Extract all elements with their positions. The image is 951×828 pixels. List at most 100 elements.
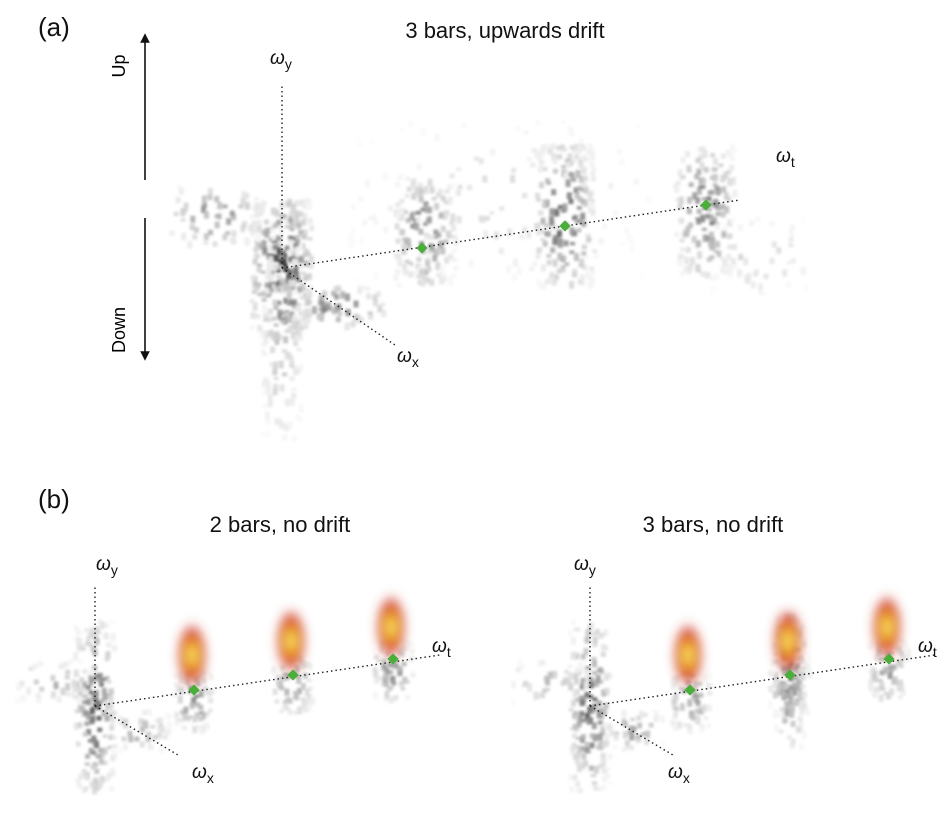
spectral-cell (261, 240, 267, 249)
spectral-cell (782, 718, 788, 724)
spectral-cell (696, 218, 702, 225)
spectral-cell (423, 268, 429, 276)
spectral-cell (781, 681, 787, 685)
spectral-cell (123, 718, 129, 725)
spectral-cell (306, 273, 312, 281)
spectral-cell (540, 264, 546, 272)
spectral-cell (686, 164, 692, 173)
spectral-cell (563, 171, 569, 180)
spectral-cell (266, 269, 272, 277)
spectral-cell (613, 734, 619, 741)
spectral-cell (452, 258, 458, 262)
spectral-cell (272, 361, 278, 369)
spectral-cell (797, 676, 803, 681)
spectral-cell (406, 243, 412, 250)
spectral-cell (590, 276, 596, 284)
spectral-cell (206, 692, 212, 697)
spectral-cell (271, 236, 277, 240)
spectral-cell (295, 674, 301, 679)
spectral-cell (593, 765, 599, 774)
spectral-cell (795, 687, 801, 694)
spectral-cell (455, 189, 461, 196)
spectral-cell (123, 743, 129, 750)
spectral-cell (256, 264, 262, 273)
spectral-cell (576, 748, 582, 756)
spectral-cell (868, 685, 874, 689)
spectral-cell (601, 689, 607, 697)
spectral-cell (289, 300, 295, 306)
spectral-cell (182, 716, 188, 721)
spectral-cell (715, 187, 721, 196)
spectral-cell (571, 157, 577, 163)
spectral-cell (603, 629, 609, 637)
spectral-cell (380, 302, 386, 307)
spectral-cell (431, 196, 437, 201)
spectral-cell (693, 681, 699, 688)
spectral-cell (181, 725, 187, 730)
spectral-cell (300, 683, 306, 690)
spectral-cell (198, 710, 204, 715)
spectral-cell (396, 665, 402, 672)
spectral-cell (577, 661, 583, 667)
spectral-cell (76, 697, 82, 705)
spectral-cell (440, 195, 446, 201)
spectral-cell (673, 710, 679, 715)
spectral-cell (372, 294, 378, 302)
spectral-cell (187, 241, 193, 249)
spectral-blobs (14, 120, 912, 795)
spectral-cell (146, 731, 152, 736)
spectral-cell (420, 128, 426, 137)
spectral-cell (433, 235, 439, 239)
spectral-cell (726, 196, 732, 202)
spectral-cell (65, 669, 71, 675)
spectral-cell (384, 680, 390, 688)
spectral-cell (110, 747, 116, 756)
spectral-cell (567, 664, 573, 669)
spectral-cell (252, 302, 258, 309)
spectral-cell (578, 695, 584, 702)
spectral-cell (605, 725, 611, 730)
spectral-cell (899, 638, 905, 643)
spectral-cell (306, 704, 312, 712)
spectral-cell (307, 699, 313, 704)
spectral-cell (565, 161, 571, 168)
spectral-cell (523, 130, 529, 135)
spectral-cell (294, 200, 300, 206)
spectral-cell (578, 160, 584, 168)
spectral-cell (555, 145, 561, 150)
axis-label: ωt (432, 636, 451, 660)
spectral-cell (545, 678, 551, 686)
spectral-cell (93, 777, 99, 784)
spectral-cell (89, 667, 95, 676)
spectral-cell (576, 147, 582, 154)
spectral-cell (601, 784, 607, 791)
spectral-cell (261, 230, 267, 236)
spectral-cell (256, 227, 262, 234)
spectral-cell (779, 685, 785, 693)
spectral-cell (511, 680, 517, 689)
spectral-cell (353, 300, 359, 308)
spectral-cell (358, 236, 364, 245)
panel-title: 3 bars, upwards drift (405, 18, 604, 43)
spectral-cell (601, 756, 607, 764)
spectral-cell (596, 710, 602, 719)
axis-label: ωy (270, 48, 292, 72)
spectral-cell (85, 753, 91, 759)
spectral-cell (240, 197, 246, 205)
spectral-cell (680, 156, 686, 164)
spectral-cell (372, 691, 378, 700)
spectral-cell (706, 704, 712, 712)
spectral-cell (573, 672, 579, 680)
spectral-cell (546, 254, 552, 258)
spectral-cell (427, 206, 433, 214)
spectral-cell (636, 738, 642, 743)
spectral-cell (372, 299, 378, 307)
spectral-cell (108, 702, 114, 710)
spectral-cell (306, 289, 312, 297)
spectral-cell (753, 269, 759, 275)
spectral-cell (425, 258, 431, 263)
spectral-cell (511, 167, 517, 174)
spectral-cell (152, 734, 158, 740)
spectral-cell (897, 695, 903, 700)
spectral-cell (551, 671, 557, 680)
